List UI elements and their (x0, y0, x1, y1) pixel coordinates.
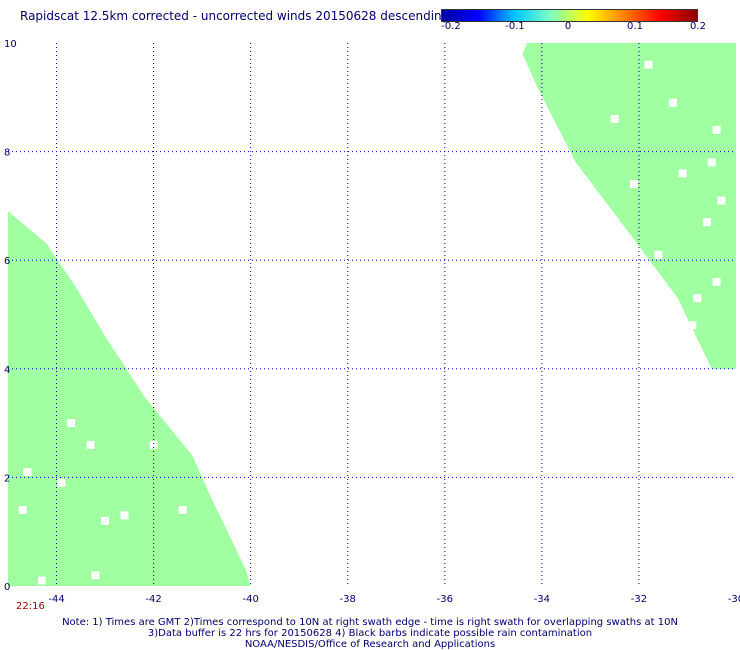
data-gap (707, 158, 716, 167)
data-gap (668, 98, 677, 107)
data-gap (91, 571, 100, 580)
note-line-3: NOAA/NESDIS/Office of Research and Appli… (244, 639, 496, 650)
axis-labels: -44 -42 -40 -38 -36 -34 -32 -30 0 2 4 6 8 10 (4, 39, 740, 605)
data-gap (23, 467, 32, 476)
data-gap (610, 115, 619, 124)
swath-area (8, 211, 251, 587)
data-gap (688, 321, 697, 330)
x-tick-label: -44 (48, 594, 64, 605)
data-gap (644, 60, 653, 69)
data-gap (149, 440, 158, 449)
data-gap (630, 180, 639, 189)
data-gap (18, 505, 27, 514)
gap-layer (18, 60, 726, 585)
swath-layer (8, 43, 736, 587)
data-gap (37, 576, 46, 585)
x-tick-label: -30 (728, 594, 740, 605)
y-tick-label: 0 (4, 582, 10, 593)
map-title: Rapidscat 12.5km corrected - uncorrected… (20, 9, 450, 23)
note-line-2: 3)Data buffer is 22 hrs for 20150628 4) … (147, 628, 593, 639)
data-gap (101, 516, 110, 525)
x-tick-label: -34 (534, 594, 550, 605)
data-gap (712, 277, 721, 286)
data-gap (654, 250, 663, 259)
y-tick-label: 10 (4, 39, 17, 50)
data-gap (702, 218, 711, 227)
colorbar-label: -0.2 (441, 21, 461, 32)
data-gap (120, 511, 129, 520)
data-gap (178, 505, 187, 514)
colorbar-label: 0.1 (627, 21, 643, 32)
swath-time-label: 22:16 (16, 601, 45, 612)
y-tick-label: 8 (4, 148, 10, 159)
note-line-1: Note: 1) Times are GMT 2)Times correspon… (62, 617, 678, 628)
x-tick-label: -40 (242, 594, 258, 605)
data-gap (693, 294, 702, 303)
grid-layer (8, 43, 736, 586)
y-tick-label: 6 (4, 256, 10, 267)
x-tick-label: -32 (631, 594, 647, 605)
colorbar-label: 0.2 (690, 21, 706, 32)
data-gap (86, 440, 95, 449)
x-tick-label: -36 (437, 594, 453, 605)
y-tick-label: 4 (4, 365, 10, 376)
colorbar-label: 0 (564, 21, 572, 32)
y-tick-label: 2 (4, 473, 10, 484)
data-gap (717, 196, 726, 205)
data-gap (57, 478, 66, 487)
colorbar (441, 9, 698, 22)
swath-area (522, 43, 736, 369)
data-gap (678, 169, 687, 178)
data-gap (712, 125, 721, 134)
data-gap (67, 419, 76, 428)
x-tick-label: -42 (145, 594, 161, 605)
colorbar-label: -0.1 (505, 21, 525, 32)
x-tick-label: -38 (340, 594, 356, 605)
